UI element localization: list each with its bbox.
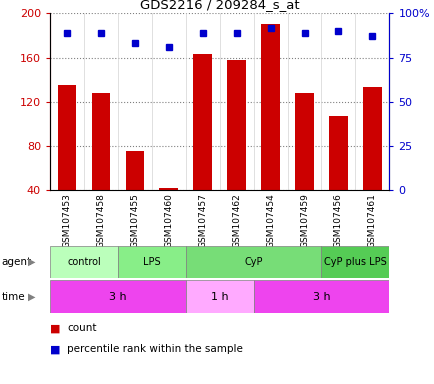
Text: CyP: CyP — [244, 257, 262, 267]
Bar — [329, 116, 347, 190]
Bar — [193, 54, 211, 190]
Text: ▶: ▶ — [27, 291, 35, 302]
Bar — [159, 188, 178, 190]
Bar — [185, 280, 253, 313]
Text: 3 h: 3 h — [312, 291, 329, 302]
Text: ■: ■ — [50, 323, 60, 333]
Bar — [261, 25, 279, 190]
Bar — [92, 93, 110, 190]
Bar — [253, 280, 388, 313]
Bar — [58, 85, 76, 190]
Bar — [321, 246, 388, 278]
Bar — [185, 246, 321, 278]
Text: count: count — [67, 323, 97, 333]
Text: control: control — [67, 257, 101, 267]
Bar — [50, 280, 185, 313]
Text: time: time — [1, 291, 25, 302]
Bar — [227, 60, 245, 190]
Bar — [118, 246, 185, 278]
Text: LPS: LPS — [143, 257, 160, 267]
Text: 1 h: 1 h — [210, 291, 228, 302]
Text: ■: ■ — [50, 344, 60, 354]
Bar — [125, 151, 144, 190]
Text: ▶: ▶ — [27, 257, 35, 267]
Bar — [50, 246, 118, 278]
Text: percentile rank within the sample: percentile rank within the sample — [67, 344, 243, 354]
Text: agent: agent — [1, 257, 31, 267]
Bar — [362, 88, 381, 190]
Text: CyP plus LPS: CyP plus LPS — [323, 257, 386, 267]
Bar — [295, 93, 313, 190]
Text: 3 h: 3 h — [109, 291, 126, 302]
Title: GDS2216 / 209284_s_at: GDS2216 / 209284_s_at — [140, 0, 299, 11]
